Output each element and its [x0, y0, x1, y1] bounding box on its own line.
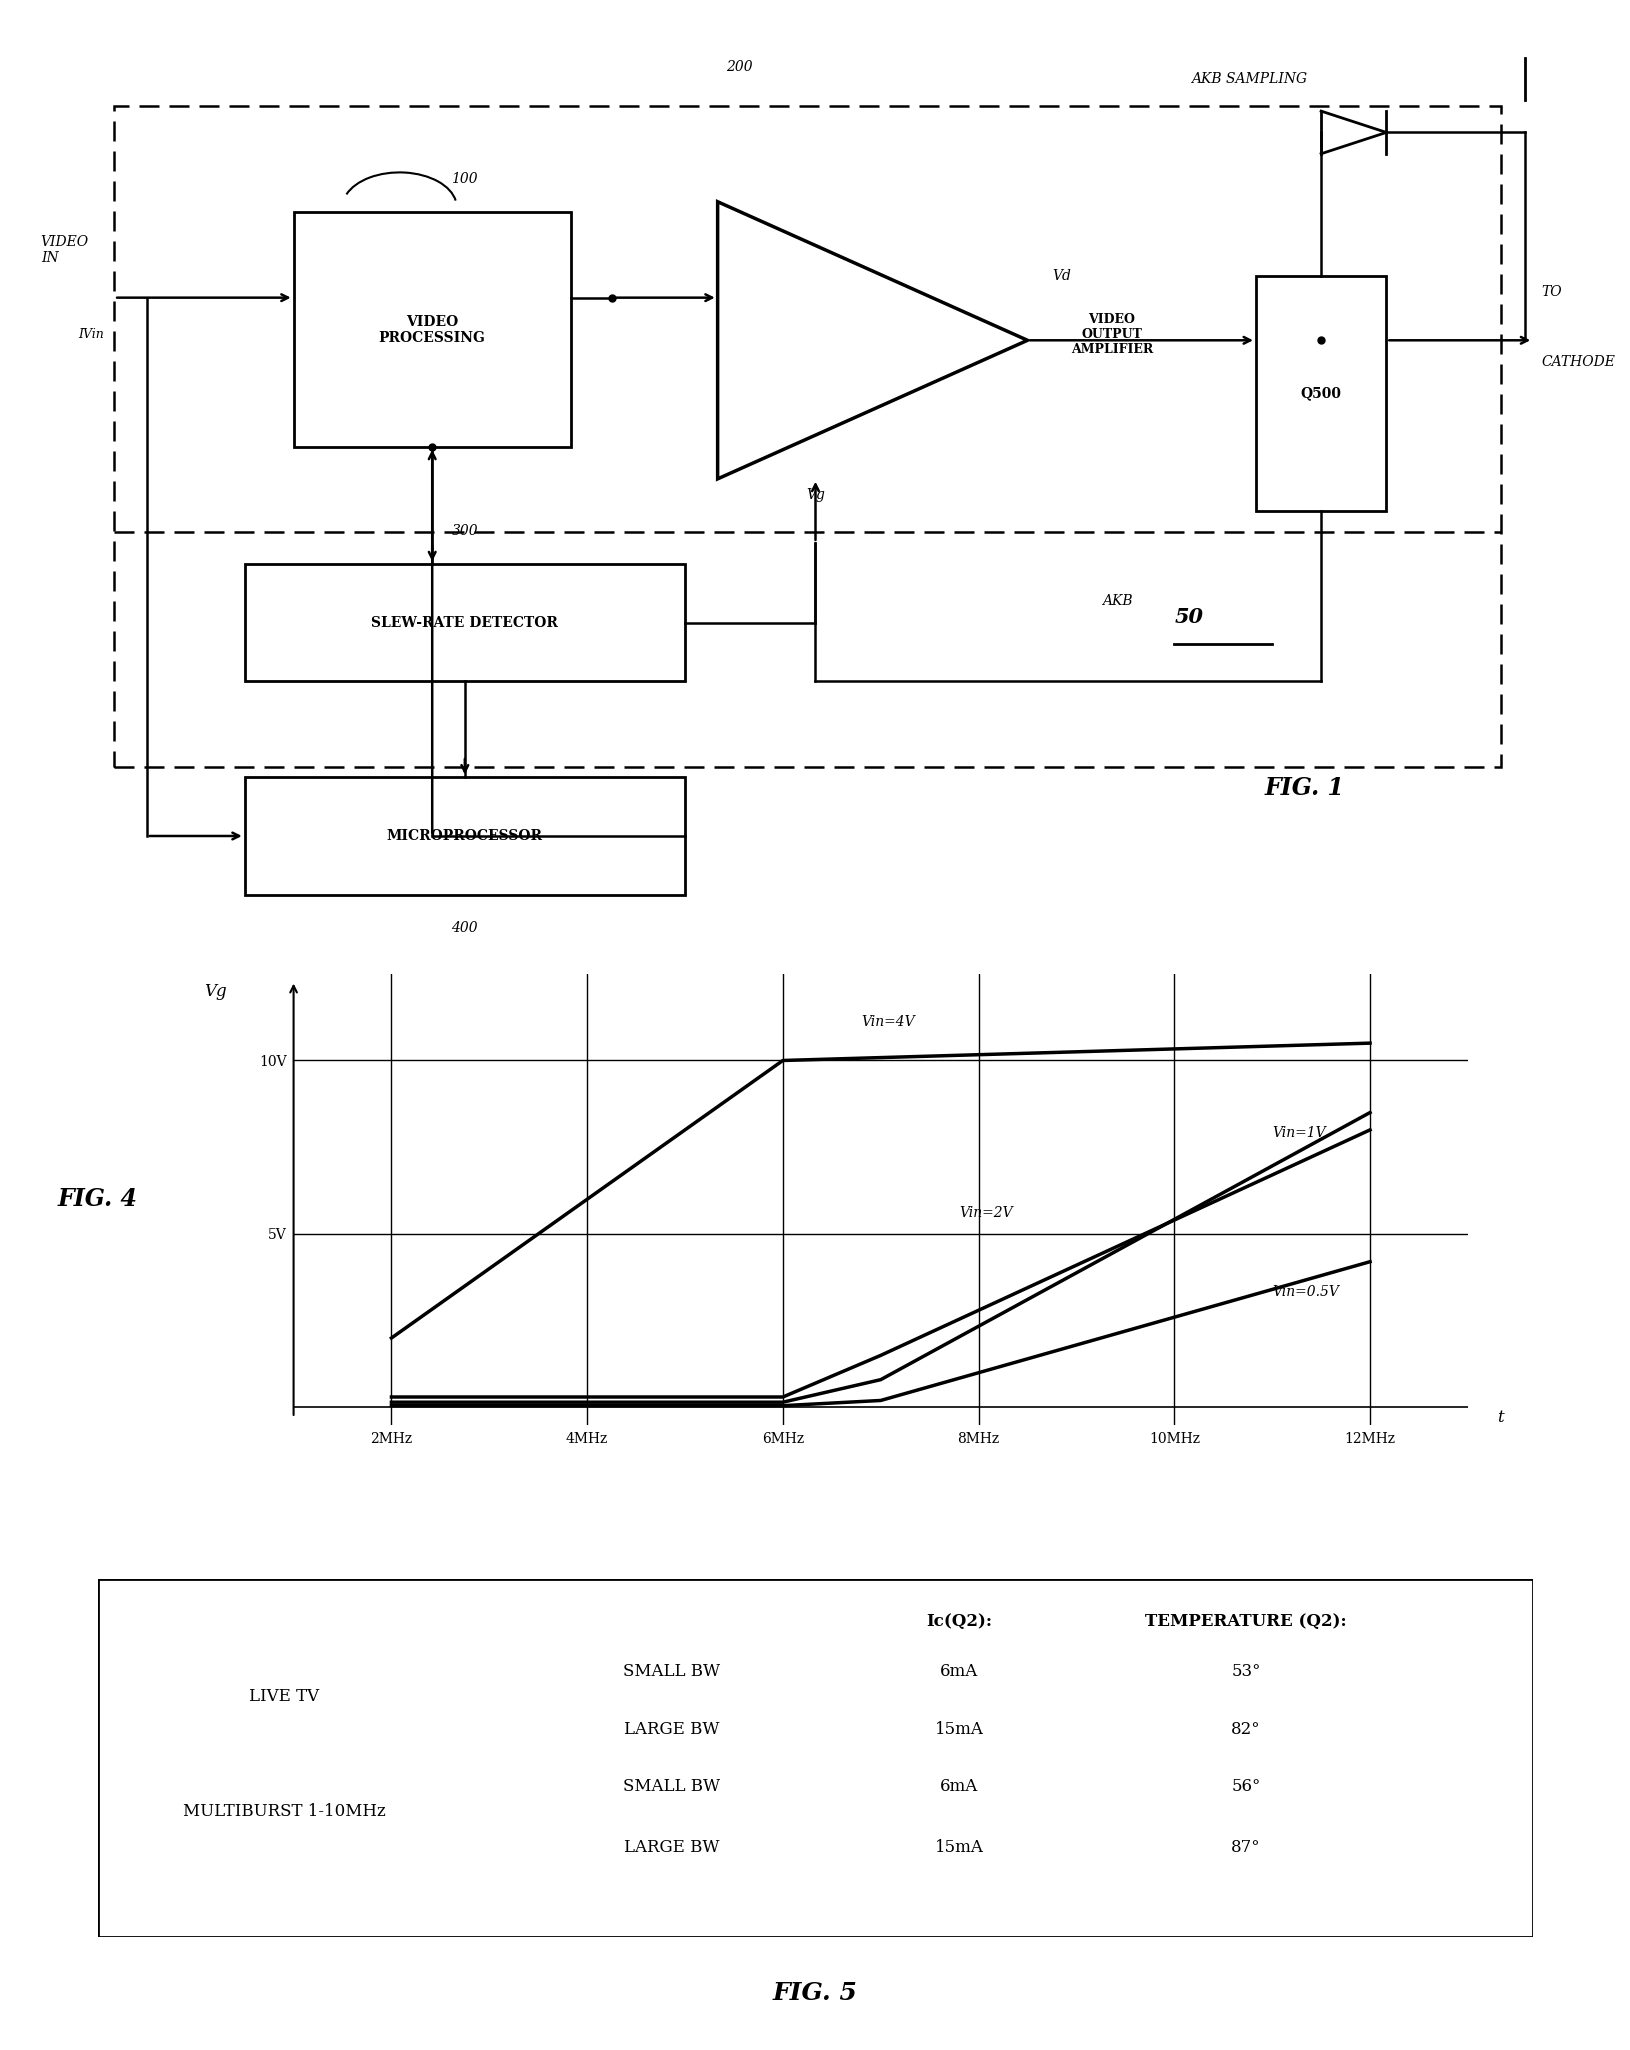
- Text: MICROPROCESSOR: MICROPROCESSOR: [386, 828, 543, 843]
- Text: VIDEO
OUTPUT
AMPLIFIER: VIDEO OUTPUT AMPLIFIER: [1069, 314, 1152, 357]
- Text: VIDEO
PROCESSING: VIDEO PROCESSING: [378, 314, 486, 344]
- Text: TEMPERATURE (Q2):: TEMPERATURE (Q2):: [1144, 1613, 1346, 1630]
- Text: Vg: Vg: [204, 982, 227, 1000]
- Text: Ic(Q2):: Ic(Q2):: [926, 1613, 991, 1630]
- Text: IVin: IVin: [78, 328, 104, 342]
- Text: Vin=0.5V: Vin=0.5V: [1271, 1285, 1338, 1300]
- Text: 53°: 53°: [1231, 1663, 1260, 1681]
- Text: Vin=1V: Vin=1V: [1271, 1125, 1325, 1140]
- Bar: [244, 777, 685, 894]
- Text: 6mA: 6mA: [939, 1663, 978, 1681]
- Text: AKB SAMPLING: AKB SAMPLING: [1190, 72, 1306, 86]
- Text: VIDEO
IN: VIDEO IN: [41, 234, 90, 264]
- Text: AKB: AKB: [1102, 594, 1131, 609]
- Text: Vin=4V: Vin=4V: [861, 1015, 914, 1029]
- Text: CATHODE: CATHODE: [1540, 355, 1614, 369]
- Text: FIG. 4: FIG. 4: [57, 1187, 137, 1212]
- Text: LARGE BW: LARGE BW: [624, 1839, 719, 1855]
- Text: SMALL BW: SMALL BW: [623, 1777, 720, 1796]
- Text: LARGE BW: LARGE BW: [624, 1720, 719, 1738]
- Text: LIVE TV: LIVE TV: [249, 1689, 319, 1706]
- Text: 15mA: 15mA: [934, 1720, 983, 1738]
- Bar: [244, 564, 685, 681]
- Text: Vg: Vg: [805, 488, 825, 502]
- Text: FIG. 1: FIG. 1: [1263, 777, 1345, 800]
- Bar: [1255, 277, 1386, 510]
- Text: 50: 50: [1174, 607, 1203, 627]
- Text: 87°: 87°: [1231, 1839, 1260, 1855]
- Bar: [114, 107, 1500, 767]
- Text: 6mA: 6mA: [939, 1777, 978, 1796]
- Text: TO: TO: [1540, 285, 1562, 299]
- Text: 300: 300: [452, 523, 478, 537]
- Text: 82°: 82°: [1231, 1720, 1260, 1738]
- Text: 200: 200: [725, 59, 751, 74]
- Bar: [293, 213, 570, 447]
- Text: Vin=2V: Vin=2V: [958, 1205, 1012, 1220]
- Text: MULTIBURST 1-10MHz: MULTIBURST 1-10MHz: [183, 1804, 386, 1820]
- Text: 56°: 56°: [1231, 1777, 1260, 1796]
- Text: 15mA: 15mA: [934, 1839, 983, 1855]
- Text: SLEW-RATE DETECTOR: SLEW-RATE DETECTOR: [372, 615, 557, 629]
- Text: SMALL BW: SMALL BW: [623, 1663, 720, 1681]
- Text: 400: 400: [452, 920, 478, 935]
- Text: t: t: [1496, 1408, 1503, 1427]
- Text: Vd: Vd: [1051, 269, 1071, 283]
- Text: FIG. 5: FIG. 5: [773, 1980, 857, 2005]
- Text: Q500: Q500: [1299, 387, 1341, 400]
- Text: 100: 100: [452, 172, 478, 187]
